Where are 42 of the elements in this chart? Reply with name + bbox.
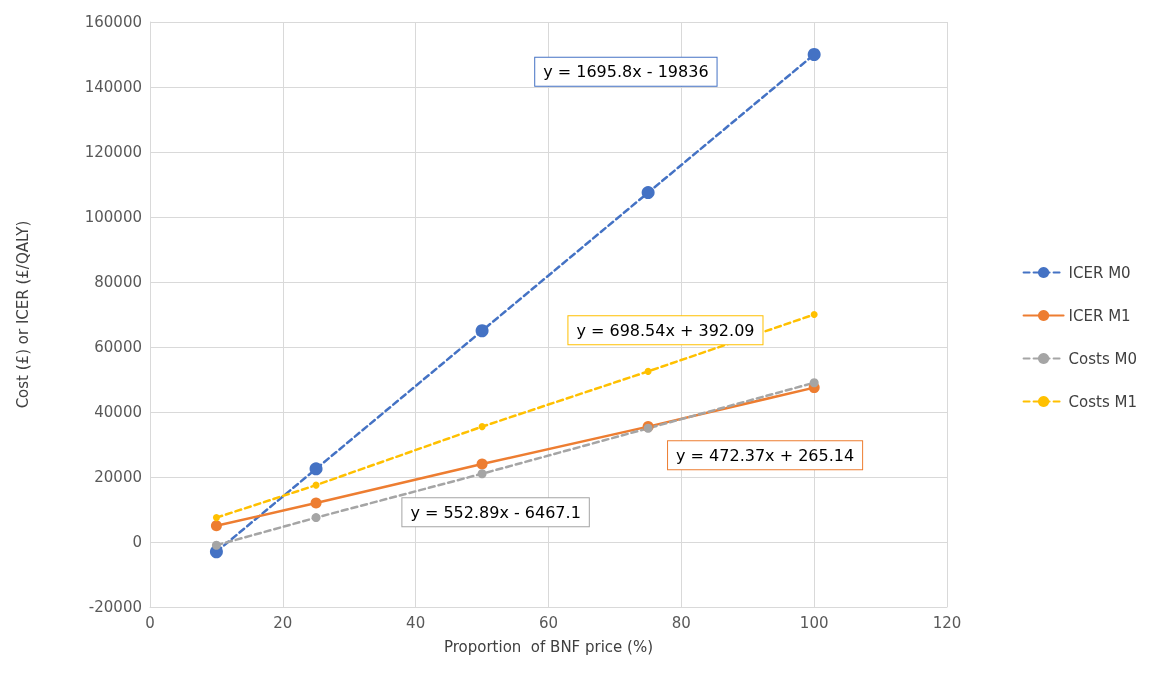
point: [807, 48, 821, 61]
x-tick-label: 20: [273, 613, 293, 632]
y-tick-label: -20000: [88, 598, 142, 616]
x-tick-label: 40: [406, 613, 426, 632]
annotation: y = 698.54x + 392.09: [576, 320, 755, 340]
y-tick-label: 20000: [94, 468, 142, 486]
y-tick-label: 120000: [84, 143, 142, 161]
point: [309, 462, 323, 476]
point: [211, 540, 221, 550]
point: [810, 311, 818, 318]
y-tick-label: 100000: [84, 208, 142, 226]
y-tick-label: 40000: [94, 403, 142, 421]
x-axis-title: Proportion of BNF price (%): [443, 637, 654, 656]
x-tick-label: 100: [799, 613, 829, 632]
y-tick-label: 0: [132, 533, 142, 551]
annotation: y = 552.89x - 6467.1: [410, 502, 581, 522]
legend-label: ICER M1: [1068, 306, 1131, 325]
x-tick-label: 60: [538, 613, 559, 632]
y-axis-title: Cost (£) or ICER (£/QALY): [13, 220, 32, 409]
point: [475, 324, 489, 338]
point: [212, 514, 220, 522]
annotation: y = 472.37x + 265.14: [676, 445, 855, 465]
y-tick-label: 140000: [84, 78, 142, 96]
annotation: y = 1695.8x - 19836: [543, 62, 709, 82]
x-tick-label: 80: [671, 613, 691, 632]
legend-label: ICER M0: [1068, 263, 1131, 282]
legend-label: Costs M0: [1068, 349, 1138, 368]
point: [641, 186, 655, 200]
point: [477, 469, 487, 479]
x-tick-label: 0: [145, 613, 155, 632]
point: [809, 378, 819, 388]
legend-label: Costs M1: [1068, 392, 1138, 411]
point: [644, 367, 652, 375]
y-tick-label: 60000: [94, 338, 142, 356]
y-tick-label: 80000: [94, 273, 142, 291]
point: [310, 497, 322, 509]
point: [210, 520, 222, 532]
y-tick-label: 160000: [84, 13, 142, 31]
point: [311, 513, 321, 523]
point: [478, 423, 486, 431]
x-tick-label: 120: [932, 613, 962, 632]
point: [476, 458, 488, 470]
